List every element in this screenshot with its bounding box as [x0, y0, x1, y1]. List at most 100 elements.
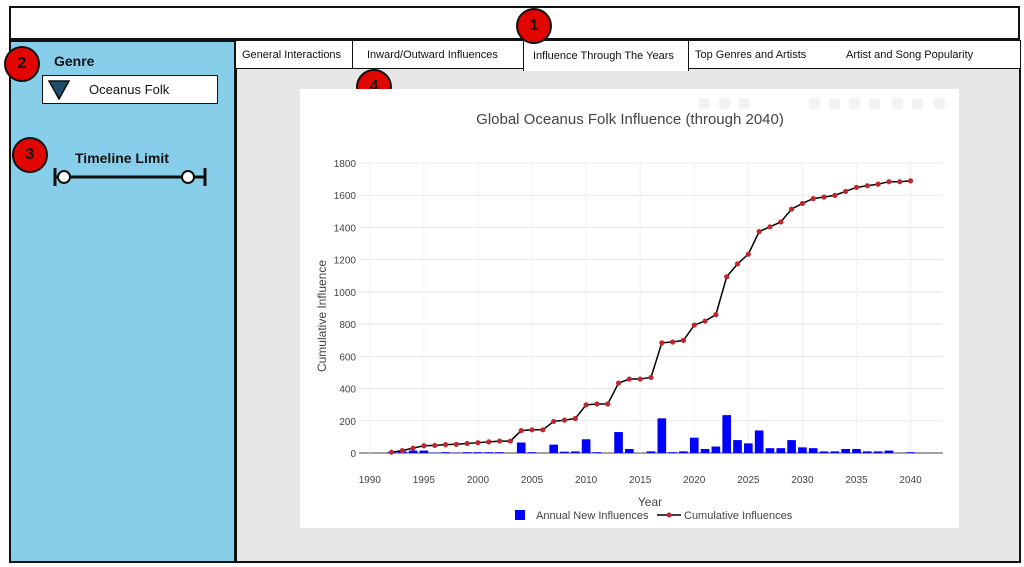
cumulative-point: [453, 441, 459, 447]
cumulative-point: [691, 322, 697, 328]
influence-chart: Global Oceanus Folk Influence (through 2…: [315, 111, 943, 522]
annual-bar: [819, 451, 829, 453]
genre-dropdown[interactable]: Oceanus Folk: [42, 75, 218, 104]
dropdown-triangle-icon: [48, 80, 70, 100]
y-tick-label: 600: [339, 352, 356, 363]
cumulative-point: [680, 337, 687, 343]
timeline-limit-label: Timeline Limit: [75, 150, 169, 166]
annual-bar: [754, 430, 764, 453]
x-tick-label: 1995: [413, 475, 436, 486]
annual-bar: [668, 452, 677, 453]
annual-bar: [722, 415, 732, 453]
annual-bar: [776, 448, 786, 453]
chart-legend: Annual New Influences Cumulative Influen…: [515, 510, 793, 522]
annual-bar: [808, 448, 818, 453]
callout-badge-1: 1: [516, 8, 552, 44]
cumulative-point: [399, 447, 405, 454]
annual-bar: [646, 451, 656, 453]
slider-handle-start[interactable]: [57, 170, 71, 184]
annual-bar: [830, 451, 840, 453]
tab-label: Inward/Outward Influences: [367, 48, 498, 61]
y-tick-label: 0: [350, 449, 356, 460]
cumulative-point: [745, 251, 751, 257]
annual-bar: [462, 452, 472, 453]
genre-selected-value: Oceanus Folk: [89, 82, 170, 97]
annual-bar: [862, 451, 872, 453]
annual-bar: [906, 452, 915, 453]
modebar-camera-icon[interactable]: [699, 98, 710, 109]
sidebar-panel: [9, 40, 236, 563]
modebar-select-icon[interactable]: [809, 98, 820, 109]
tab-inward-outward-influences[interactable]: Inward/Outward Influences: [352, 40, 524, 69]
modebar-lasso-icon[interactable]: [829, 98, 840, 109]
annual-bar: [852, 448, 861, 453]
annual-bar: [516, 442, 526, 453]
modebar-zoom-out-icon[interactable]: [869, 98, 880, 109]
cumulative-point: [421, 443, 427, 449]
annual-bar: [625, 448, 634, 453]
callout-badge-2: 2: [4, 46, 40, 82]
tab-label: General Interactions: [242, 48, 342, 61]
cumulative-point: [897, 179, 903, 185]
annual-bar: [884, 450, 894, 453]
modebar-logo-icon[interactable]: [934, 98, 945, 109]
tab-top-genres-and-artists[interactable]: Top Genres and Artists: [688, 40, 1021, 69]
cumulative-point: [734, 261, 741, 267]
x-tick-label: 2040: [899, 475, 922, 486]
annual-bar: [441, 452, 450, 453]
x-tick-label: 2035: [845, 475, 868, 486]
cumulative-point: [713, 312, 719, 318]
top-header-bar: [9, 6, 1020, 40]
cumulative-point: [821, 194, 827, 200]
annual-bar: [733, 440, 742, 453]
cumulative-point: [659, 340, 665, 346]
annual-bar: [560, 451, 569, 453]
y-axis-label: Cumulative Influence: [315, 260, 329, 372]
legend-line-marker: [666, 512, 672, 518]
annual-bar: [765, 448, 775, 453]
y-tick-label: 400: [339, 385, 356, 396]
cumulative-point: [464, 440, 470, 447]
cumulative-point: [410, 445, 416, 451]
annual-bar: [679, 451, 688, 453]
annual-bar: [408, 450, 418, 453]
x-tick-label: 1990: [359, 475, 382, 486]
annual-bar: [419, 450, 429, 453]
timeline-range-slider[interactable]: [52, 166, 208, 188]
cumulative-point: [886, 179, 892, 185]
cumulative-point: [442, 442, 449, 448]
modebar-pan-icon[interactable]: [739, 98, 750, 109]
x-tick-label: 2005: [521, 475, 544, 486]
cumulative-point: [388, 449, 395, 455]
cumulative-point: [551, 418, 557, 425]
modebar-zoom-icon[interactable]: [719, 98, 730, 109]
cumulative-point: [496, 438, 503, 444]
modebar-reset-icon[interactable]: [912, 98, 923, 109]
annual-bar: [549, 444, 558, 453]
cumulative-point: [637, 376, 643, 382]
cumulative-point: [507, 438, 514, 444]
annual-bar: [581, 439, 591, 453]
slider-handle-end[interactable]: [181, 170, 195, 184]
cumulative-point: [864, 183, 870, 189]
annual-bar: [841, 448, 850, 453]
cumulative-point: [907, 178, 914, 184]
annual-bar: [484, 452, 494, 453]
annual-bar: [592, 452, 602, 453]
cumulative-point: [702, 318, 708, 324]
cumulative-point: [767, 224, 773, 230]
x-tick-label: 2000: [467, 475, 490, 486]
modebar-autoscale-icon[interactable]: [892, 98, 903, 109]
cumulative-point: [853, 184, 860, 190]
tab-influence-through-the-years[interactable]: Influence Through The Years: [523, 40, 689, 71]
modebar-zoom-in-icon[interactable]: [849, 98, 860, 109]
chart-card: Global Oceanus Folk Influence (through 2…: [300, 89, 959, 528]
tab-artist-and-song-popularity[interactable]: Artist and Song Popularity: [840, 41, 1020, 68]
tab-general-interactions[interactable]: General Interactions: [235, 40, 353, 69]
cumulative-point: [605, 401, 611, 407]
annual-bar: [570, 451, 580, 453]
annual-bar: [495, 452, 504, 453]
legend-bar-swatch: [515, 510, 525, 520]
cumulative-point: [810, 196, 816, 202]
annual-bar: [873, 451, 883, 453]
